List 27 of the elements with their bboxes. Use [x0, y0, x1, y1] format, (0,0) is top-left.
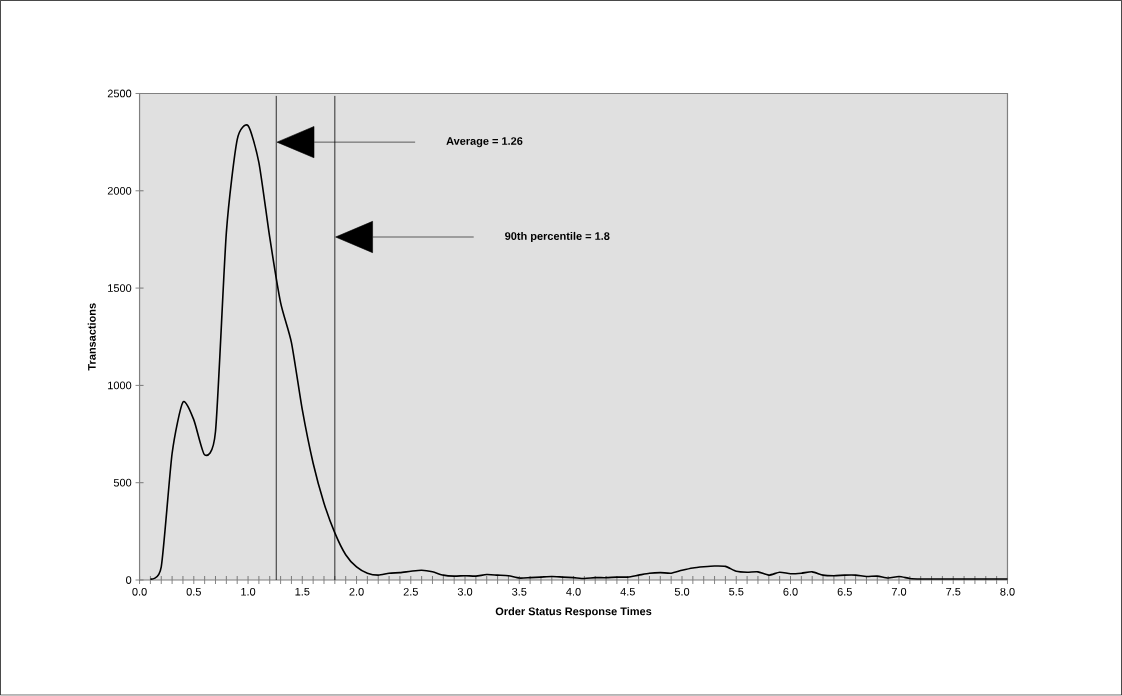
x-tick-label: 2.0 [349, 588, 364, 596]
x-tick-label: 6.0 [783, 588, 798, 596]
x-tick-label: 1.0 [241, 588, 256, 596]
y-tick-label: 0 [126, 576, 132, 585]
y-tick-label: 2500 [107, 89, 132, 98]
y-tick-label: 2000 [107, 187, 132, 195]
x-tick-label: 6.5 [837, 588, 852, 596]
annotation: Average = 1.26 [446, 137, 523, 148]
x-tick-label: 5.5 [729, 588, 744, 596]
x-tick-label: 4.5 [620, 588, 635, 596]
x-tick-label: 8.0 [1000, 588, 1015, 596]
y-axis-title: Transactions [87, 303, 96, 371]
x-axis-title: Order Status Response Times [495, 607, 652, 618]
x-tick-label: 3.5 [512, 588, 527, 596]
x-tick-label: 5.0 [674, 588, 690, 596]
y-tick-label: 1500 [108, 284, 132, 293]
x-tick-label: 7.0 [891, 588, 907, 596]
y-tick-label: 1000 [108, 381, 132, 390]
x-tick-label: 3.0 [457, 588, 473, 596]
x-tick-label: 0.5 [186, 588, 201, 596]
y-tick-label: 500 [113, 479, 132, 487]
x-tick-label: 7.5 [946, 588, 961, 596]
x-tick-label: 2.5 [403, 588, 418, 596]
x-tick-label: 1.5 [295, 588, 310, 596]
x-tick-label: 4.0 [566, 588, 581, 596]
annotation: 90th percentile = 1.8 [505, 232, 610, 243]
x-tick-label: 0.0 [132, 588, 147, 596]
